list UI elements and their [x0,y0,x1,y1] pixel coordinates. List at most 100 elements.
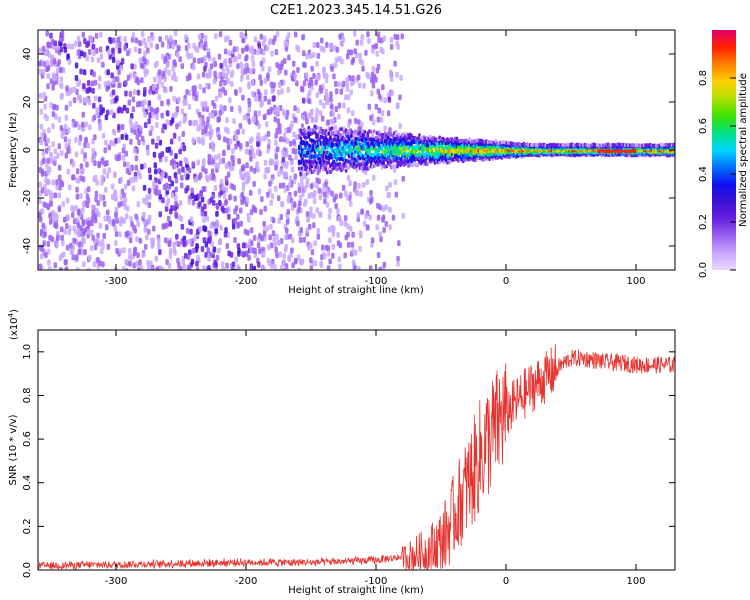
heatmap-cell [234,89,238,96]
heatmap-cell [142,184,147,191]
heatmap-cell [202,265,206,270]
heatmap-cell [251,204,256,211]
heatmap-cell [138,237,143,244]
heatmap-cell [176,45,181,52]
heatmap-cell [341,36,345,43]
snr-scale-label: (x104) [7,309,20,340]
heatmap-cell [125,268,129,270]
heatmap-cell [64,142,69,149]
heatmap-cell [38,47,43,54]
heatmap-cell [425,162,429,167]
heatmap-cell [82,230,86,237]
heatmap-cell [365,71,369,78]
heatmap-cell [39,123,44,130]
heatmap-cell [281,149,285,156]
heatmap-cell [223,79,227,86]
heatmap-cell [127,99,131,106]
heatmap-cell [219,62,223,69]
heatmap-cell [139,62,144,69]
heatmap-cell [81,207,85,214]
heatmap-cell [256,132,261,139]
heatmap-cell [221,266,226,270]
heatmap-cell [241,181,246,188]
heatmap-cell [103,215,107,222]
heatmap-cell [344,234,348,241]
heatmap-cell [369,129,373,134]
heatmap-cell [178,120,182,127]
heatmap-cell [236,213,240,220]
heatmap-cell [316,52,321,59]
heatmap-cell [84,136,88,143]
heatmap-cell [212,78,217,85]
heatmap-cell [180,63,184,70]
heatmap-cell [71,212,75,218]
heatmap-cell [40,253,44,260]
heatmap-cell [320,254,324,261]
colorbar-ticks: 0.00.20.40.60.8 [698,70,736,278]
heatmap-cell [82,83,86,89]
heatmap-cell [251,68,256,75]
heatmap-cell [80,236,85,243]
heatmap-cell [223,89,228,96]
heatmap-cell [57,164,62,171]
heatmap-cell [197,111,202,118]
heatmap-cell [47,127,51,134]
heatmap-cell [379,46,383,53]
heatmap-cell [81,111,85,118]
heatmap-cell [255,161,259,168]
heatmap-cell [274,153,278,160]
heatmap-cell [62,216,67,223]
heatmap-cell [394,191,399,198]
heatmap-cell [51,123,55,130]
heatmap-cell [231,160,235,167]
heatmap-cell [263,159,268,166]
heatmap-cell [69,87,73,94]
heatmap-cell [146,259,150,266]
heatmap-cell [211,145,215,152]
heatmap-cell [209,63,214,70]
heatmap-cell [251,247,256,254]
heatmap-cell [172,71,176,78]
heatmap-cell [210,141,215,147]
heatmap-cell [67,58,72,65]
heatmap-cell [309,265,314,270]
heatmap-cell [256,49,260,56]
heatmap-cell [67,138,72,145]
heatmap-cell [279,269,282,270]
heatmap-cell [266,109,271,116]
heatmap-cell [47,259,51,266]
heatmap-cell [38,198,42,205]
heatmap-cell [87,220,91,227]
heatmap-cell [46,42,51,49]
heatmap-cell [331,252,335,259]
heatmap-cell [101,243,105,250]
heatmap-cell [237,250,241,257]
heatmap-cell [60,150,64,156]
heatmap-cell [134,175,138,182]
y-tick-label: -40 [22,238,33,254]
heatmap-cell [333,62,338,68]
heatmap-cell [261,65,265,72]
heatmap-cell [51,111,56,118]
heatmap-cell [388,127,392,134]
heatmap-cell [120,133,124,140]
y-tick-label: 0.0 [22,562,33,578]
heatmap-cell [355,39,359,46]
heatmap-cell [52,58,56,65]
heatmap-cell [296,220,300,227]
heatmap-cell [287,194,291,201]
heatmap-cell [122,217,126,224]
heatmap-cell [106,69,110,76]
heatmap-cell [161,70,166,77]
heatmap-cell [191,247,196,254]
heatmap-cell [113,191,117,198]
heatmap-cell [377,37,381,44]
heatmap-cell [300,176,304,183]
heatmap-cell [255,149,260,156]
heatmap-cell [78,41,82,48]
heatmap-cell [305,178,310,184]
heatmap-cell [147,118,151,125]
heatmap-cell [228,97,232,104]
heatmap-cell [308,223,312,230]
heatmap-cell [269,199,273,206]
